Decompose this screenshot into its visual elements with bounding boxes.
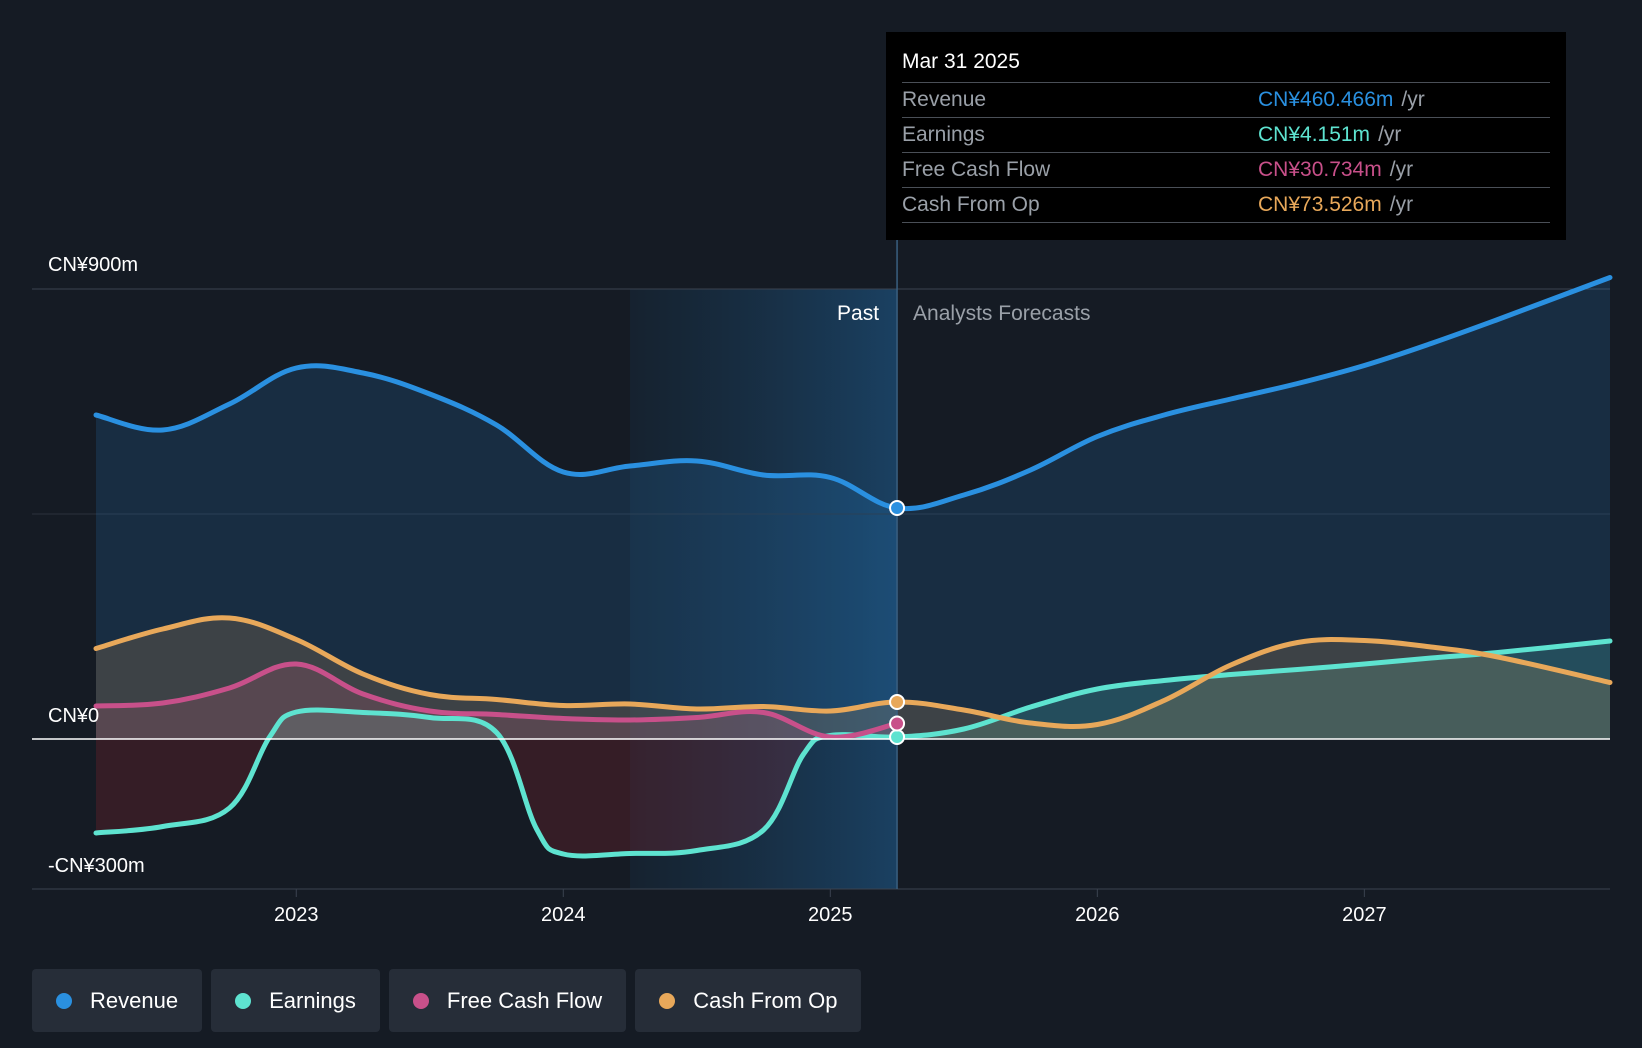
cash-from-op-area <box>96 617 1610 739</box>
tooltip-unit: /yr <box>1401 88 1425 111</box>
revenue-area <box>96 277 1610 739</box>
legend-label: Revenue <box>90 987 179 1013</box>
legend-dot-icon <box>659 992 676 1009</box>
tooltip-label: Earnings <box>902 123 985 146</box>
forecast-label: Analysts Forecasts <box>913 302 1090 325</box>
tooltip-row-earnings: Earnings CN¥4.151m /yr <box>902 117 1550 152</box>
tooltip-value: CN¥30.734m <box>1258 158 1382 181</box>
legend-label: Earnings <box>269 987 356 1013</box>
x-tick-label: 2024 <box>541 904 586 926</box>
tooltip-unit: /yr <box>1389 193 1414 216</box>
data-tooltip: Mar 31 2025 Revenue CN¥460.466m /yr Earn… <box>886 32 1566 240</box>
revenue-line <box>93 275 1613 512</box>
tooltip-date: Mar 31 2025 <box>902 50 1020 73</box>
legend-label: Free Cash Flow <box>446 987 603 1013</box>
legend-dot-icon <box>235 992 252 1009</box>
tooltip-value: CN¥73.526m <box>1258 193 1382 216</box>
y-axis-bottom-label: -CN¥300m <box>48 855 145 877</box>
chart-legend: Revenue Earnings Free Cash Flow Cash Fro… <box>32 969 862 1032</box>
x-tick-label: 2023 <box>274 904 319 926</box>
free-cash-flow-line <box>93 661 900 740</box>
tooltip-label: Cash From Op <box>902 193 1040 216</box>
earnings-marker[interactable] <box>889 729 906 745</box>
earnings-line <box>93 638 1613 859</box>
tooltip-label: Free Cash Flow <box>902 158 1051 181</box>
cash-from-op-line <box>93 615 1613 729</box>
x-tick-label: 2027 <box>1342 904 1387 926</box>
x-tick-label: 2026 <box>1075 904 1120 926</box>
legend-dot-icon <box>56 992 72 1009</box>
earnings-area <box>96 641 1610 739</box>
legend-item-revenue[interactable]: Revenue <box>32 969 203 1032</box>
free-cash-flow-marker[interactable] <box>889 715 906 732</box>
free-cash-flow-area <box>96 663 898 739</box>
x-tick-label: 2025 <box>808 904 853 926</box>
tooltip-unit: /yr <box>1389 158 1414 181</box>
past-label: Past <box>837 302 879 325</box>
legend-item-cash-from-op[interactable]: Cash From Op <box>635 969 862 1032</box>
legend-item-free-cash-flow[interactable]: Free Cash Flow <box>388 969 627 1032</box>
cash-from-op-marker[interactable] <box>889 694 906 710</box>
legend-label: Cash From Op <box>693 987 838 1013</box>
legend-dot-icon <box>412 992 429 1009</box>
past-highlight-band <box>630 289 898 889</box>
y-axis-top-label: CN¥900m <box>48 254 138 276</box>
legend-item-earnings[interactable]: Earnings <box>211 969 380 1032</box>
earnings-negative-area <box>96 739 1610 856</box>
tooltip-value: CN¥460.466m <box>1258 88 1394 111</box>
tooltip-row-cash-from-op: Cash From Op CN¥73.526m /yr <box>902 187 1550 223</box>
tooltip-row-revenue: Revenue CN¥460.466m /yr <box>902 82 1550 117</box>
revenue-marker[interactable] <box>889 500 906 516</box>
y-axis-zero-label: CN¥0 <box>48 705 99 727</box>
tooltip-unit: /yr <box>1378 123 1402 146</box>
tooltip-value: CN¥4.151m <box>1258 123 1371 146</box>
tooltip-label: Revenue <box>902 88 987 111</box>
tooltip-row-free-cash-flow: Free Cash Flow CN¥30.734m /yr <box>902 152 1550 187</box>
